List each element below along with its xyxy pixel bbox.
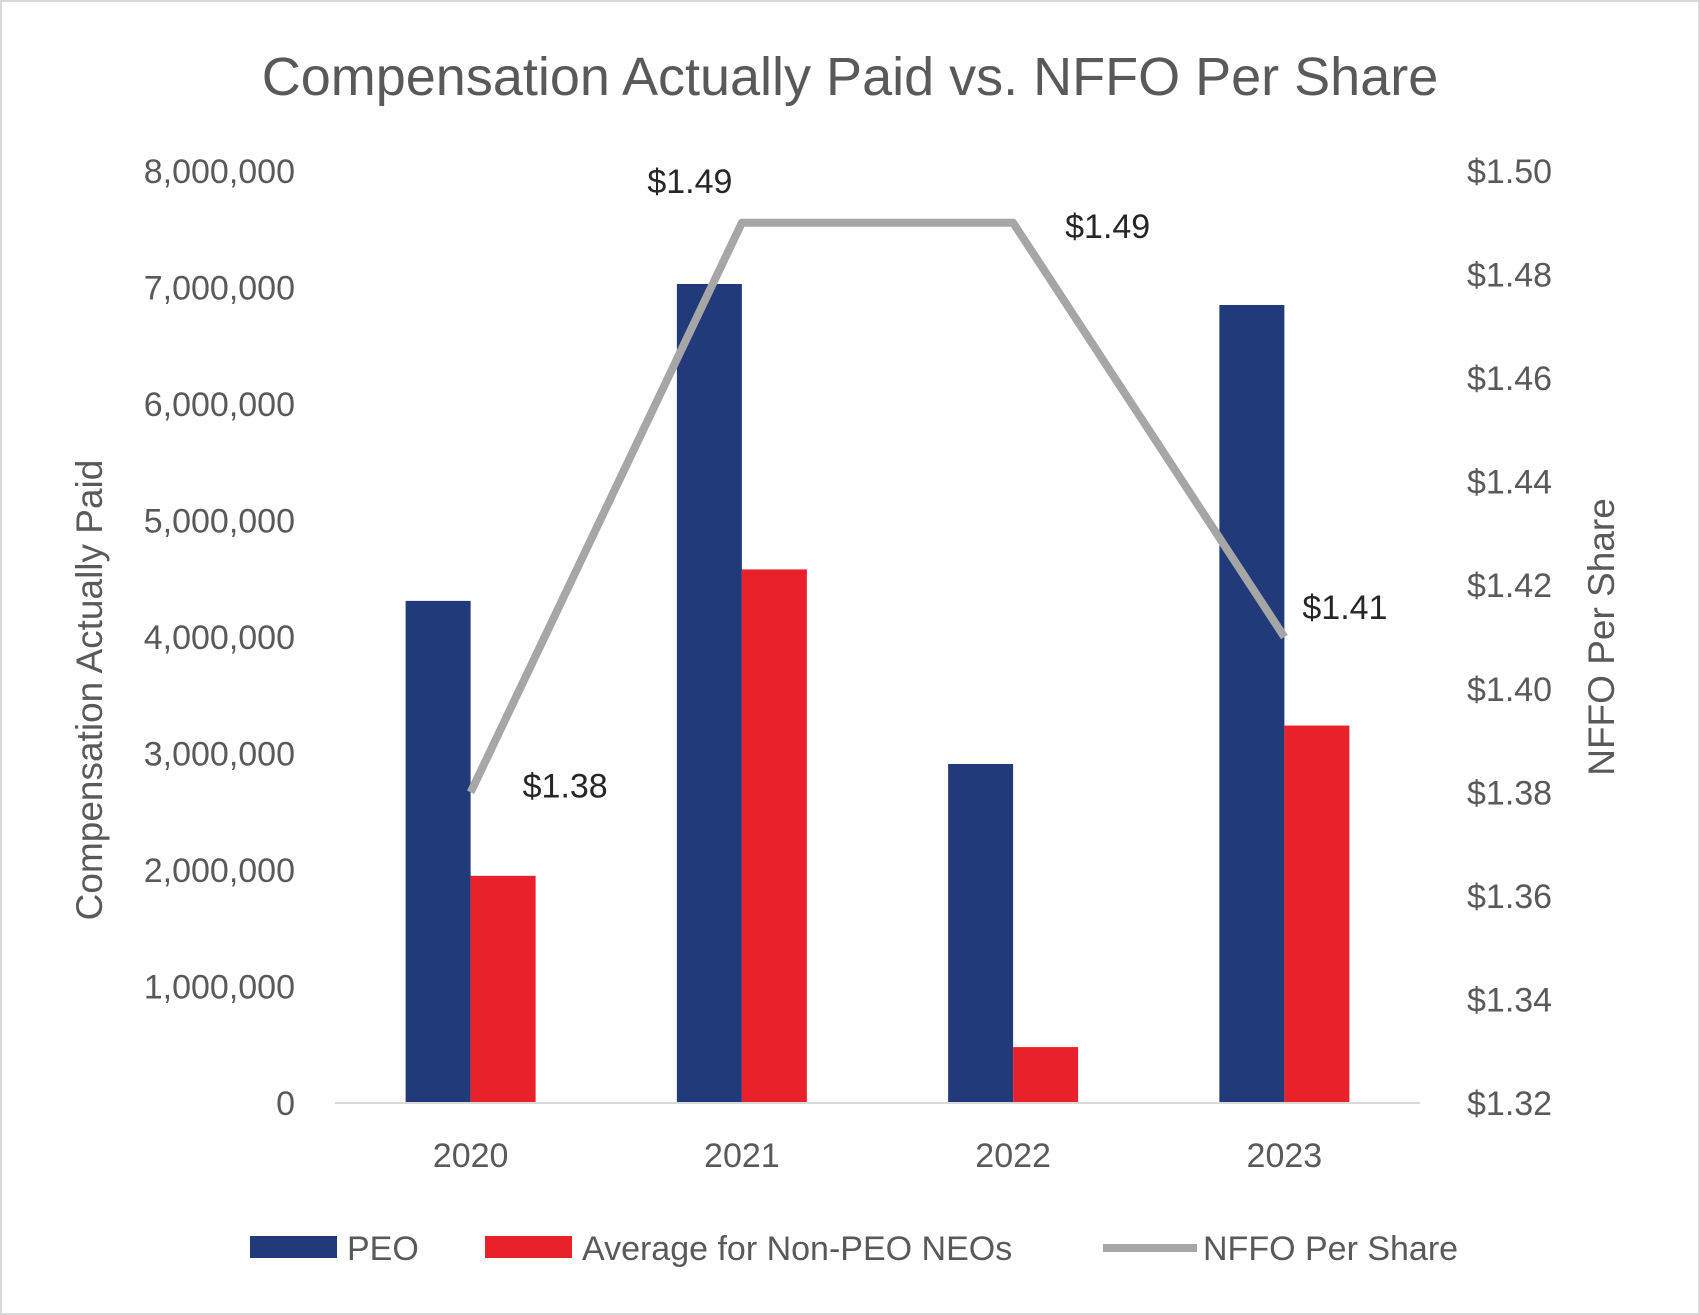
y-tick-label-left: 6,000,000 [144, 386, 295, 424]
y-tick-label-right: $1.50 [1467, 153, 1552, 191]
line-layer: $1.38 $1.49 $1.49 $1.41 [467, 163, 1387, 805]
legend: PEO Average for Non-PEO NEOs NFFO Per Shar… [250, 1230, 1458, 1268]
y-tick-label-right: $1.44 [1467, 464, 1552, 502]
nffo-data-label: $1.49 [1065, 208, 1150, 246]
bar-peo-2021 [676, 284, 742, 1103]
legend-label-nffo: NFFO Per Share [1203, 1230, 1458, 1268]
bar-non-peo-neos-2021 [741, 569, 807, 1103]
chart-title: Compensation Actually Paid vs. NFFO Per … [262, 47, 1439, 107]
y-axis-right: $1.32 $1.34 $1.36 $1.38 $1.40 $1.42 $1.44 $1.46… [1467, 153, 1552, 1123]
y-tick-label-left: 8,000,000 [144, 153, 295, 191]
y-tick-label-right: $1.40 [1467, 671, 1552, 709]
y-tick-label-left: 2,000,000 [144, 852, 295, 890]
y-axis-right-title: NFFO Per Share [1581, 498, 1622, 776]
y-tick-label-right: $1.46 [1467, 360, 1552, 398]
nffo-data-label: $1.49 [647, 163, 732, 201]
y-tick-label-right: $1.48 [1467, 257, 1552, 295]
x-tick-label: 2022 [975, 1137, 1051, 1175]
y-axis-left: 0 1,000,000 2,000,000 3,000,000 4,000,000 5,0… [144, 153, 295, 1123]
y-tick-label-right: $1.36 [1467, 878, 1552, 916]
x-axis: 2020 2021 2022 2023 [433, 1137, 1322, 1175]
legend-swatch-non-peo-neos [485, 1236, 572, 1258]
x-tick-label: 2023 [1247, 1137, 1323, 1175]
y-tick-label-right: $1.32 [1467, 1085, 1552, 1123]
y-tick-label-left: 4,000,000 [144, 619, 295, 657]
bar-peo-2020 [405, 600, 471, 1103]
y-tick-label-left: 5,000,000 [144, 503, 295, 541]
y-axis-left-title: Compensation Actually Paid [69, 460, 110, 921]
y-tick-label-left: 0 [276, 1085, 295, 1123]
legend-label-non-peo-neos: Average for Non-PEO NEOs [582, 1230, 1012, 1268]
legend-swatch-peo [250, 1236, 337, 1258]
legend-label-peo: PEO [347, 1230, 419, 1268]
bar-peo-2023 [1219, 304, 1285, 1104]
y-tick-label-left: 1,000,000 [144, 969, 295, 1007]
nffo-data-label: $1.41 [1302, 589, 1387, 627]
bar-non-peo-neos-2020 [470, 875, 536, 1103]
y-tick-label-left: 7,000,000 [144, 270, 295, 308]
y-tick-label-right: $1.34 [1467, 981, 1552, 1019]
nffo-data-label: $1.38 [523, 767, 608, 805]
bar-non-peo-neos-2022 [1013, 1047, 1079, 1103]
bars-layer [405, 284, 1350, 1104]
bar-peo-2022 [948, 763, 1014, 1103]
y-tick-label-right: $1.38 [1467, 774, 1552, 812]
bar-non-peo-neos-2023 [1284, 725, 1350, 1103]
x-tick-label: 2020 [433, 1137, 509, 1175]
x-tick-label: 2021 [704, 1137, 780, 1175]
y-tick-label-left: 3,000,000 [144, 736, 295, 774]
nffo-line [467, 218, 1288, 795]
y-tick-label-right: $1.42 [1467, 567, 1552, 605]
